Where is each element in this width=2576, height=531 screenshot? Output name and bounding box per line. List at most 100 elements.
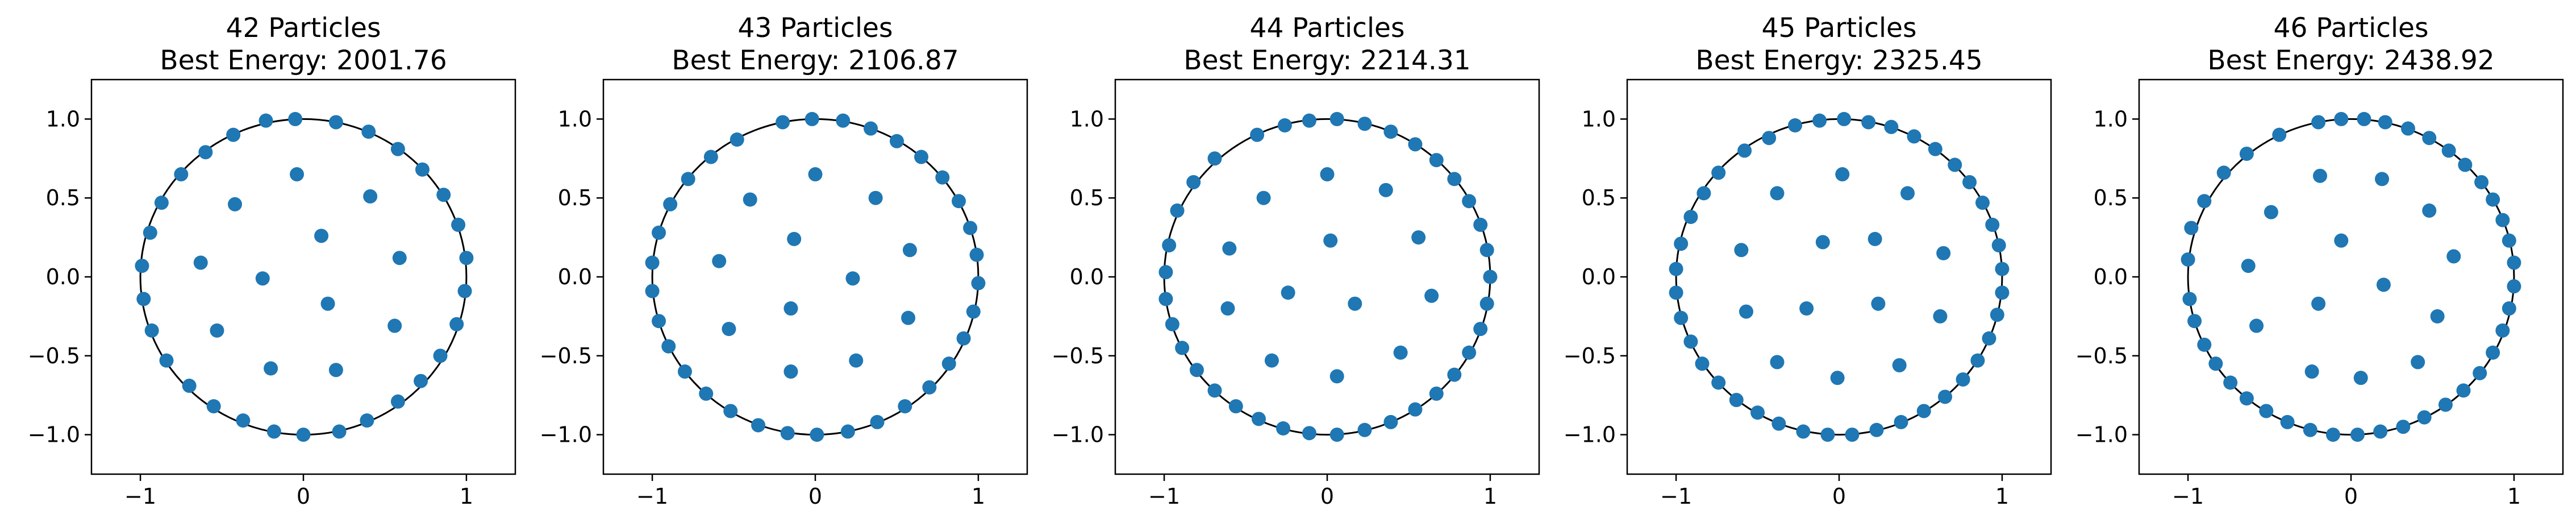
scatter-point [1956,372,1970,387]
scatter-point [193,255,208,270]
scatter-point [1383,414,1398,429]
scatter-point [1276,421,1291,435]
scatter-point [971,276,986,291]
scatter-point [1378,182,1393,197]
scatter-point [1830,371,1845,385]
scatter-point [1982,331,1996,346]
scatter-point [449,317,464,331]
scatter-points [2181,111,2521,442]
scatter-point [1424,288,1439,303]
scatter-point [1473,322,1488,337]
x-tick-label: 0 [2344,484,2358,509]
scatter-point [1256,190,1271,205]
scatter-point [951,194,966,209]
scatter-point [645,284,660,298]
y-tick-label: 1.0 [1582,106,1616,131]
scatter-point [1158,292,1173,306]
scatter-point [1900,186,1915,201]
scatter-points [645,111,986,442]
subplot-title-line1: 45 Particles [1762,13,1917,44]
scatter-point [459,251,474,266]
scatter-point [1323,233,1338,248]
scatter-point [661,339,676,354]
scatter-point [956,331,971,346]
subplot-title-line2: Best Energy: 2325.45 [1695,45,1982,76]
y-tick-label: 0.0 [558,264,592,289]
scatter-point [2502,233,2516,248]
scatter-point [1281,285,1295,300]
scatter-point [2456,383,2471,398]
y-tick-label: −0.5 [1564,343,1616,368]
scatter-point [1393,345,1408,360]
scatter-point [1737,143,1752,158]
scatter-point [1948,157,1962,172]
scatter-point [1348,296,1362,311]
scatter-point [2304,364,2319,379]
scatter-point [332,424,347,439]
scatter-point [1845,428,1860,442]
scatter-point [451,217,466,232]
scatter-point [1429,153,1444,168]
scatter-point [1175,341,1190,355]
scatter-point [288,111,303,126]
scatter-point [320,296,335,311]
scatter-point [1938,389,1952,404]
x-tick-label: −1 [1148,484,1180,509]
scatter-point [2350,428,2365,442]
scatter-point [1186,175,1201,189]
scatter-point [1820,428,1835,442]
scatter-point [1158,265,1173,280]
scatter-point [296,428,311,442]
scatter-point [2474,175,2489,189]
x-tick-label: 1 [1483,484,1497,509]
y-tick-label: −0.5 [28,343,80,368]
scatter-point [1669,262,1683,276]
scatter-point [922,380,937,395]
subplot-title-line1: 44 Particles [1250,13,1405,44]
scatter-points [1158,111,1498,442]
scatter-point [1302,113,1316,128]
scatter-point [1357,117,1372,131]
axes-frame [1114,78,1540,475]
x-tick-label: −1 [1660,484,1692,509]
scatter-point [1207,151,1222,166]
y-tick-label: 0.5 [558,185,592,210]
scatter-point [392,251,407,266]
scatter-point [1674,237,1689,251]
scatter-point [1447,172,1462,186]
scatter-point [1302,426,1316,441]
scatter-point [1796,424,1811,439]
scatter-point [966,304,981,319]
scatter-point [1222,241,1237,256]
scatter-point [1357,422,1372,437]
scatter-point [730,132,744,147]
scatter-point [1695,356,1710,371]
scatter-point [889,134,904,148]
scatter-point [1884,119,1899,134]
y-tick-label: 0.0 [2094,264,2128,289]
scatter-point [1990,308,2004,322]
x-tick-label: 1 [972,484,985,509]
scatter-point [2507,255,2521,270]
scatter-point [1251,412,1266,426]
y-tick-label: 0.0 [1070,264,1104,289]
scatter-point [1933,309,1948,323]
scatter-point [2486,345,2500,360]
scatter-point [2280,414,2295,429]
scatter-point [436,188,451,202]
scatter-point [1812,113,1827,128]
scatter-point [722,322,736,337]
scatter-point [1991,238,2006,252]
scatter-point [1447,367,1462,382]
scatter-point [1264,353,1279,368]
scatter-point [1207,383,1222,398]
y-tick-label: 0.5 [1070,185,1104,210]
scatter-point [2208,356,2223,371]
scatter-point [864,121,878,136]
scatter-point [1228,399,1243,414]
scatter-point [182,379,197,393]
scatter-point [2223,375,2238,390]
scatter-point [840,424,855,439]
scatter-point [2216,165,2231,180]
